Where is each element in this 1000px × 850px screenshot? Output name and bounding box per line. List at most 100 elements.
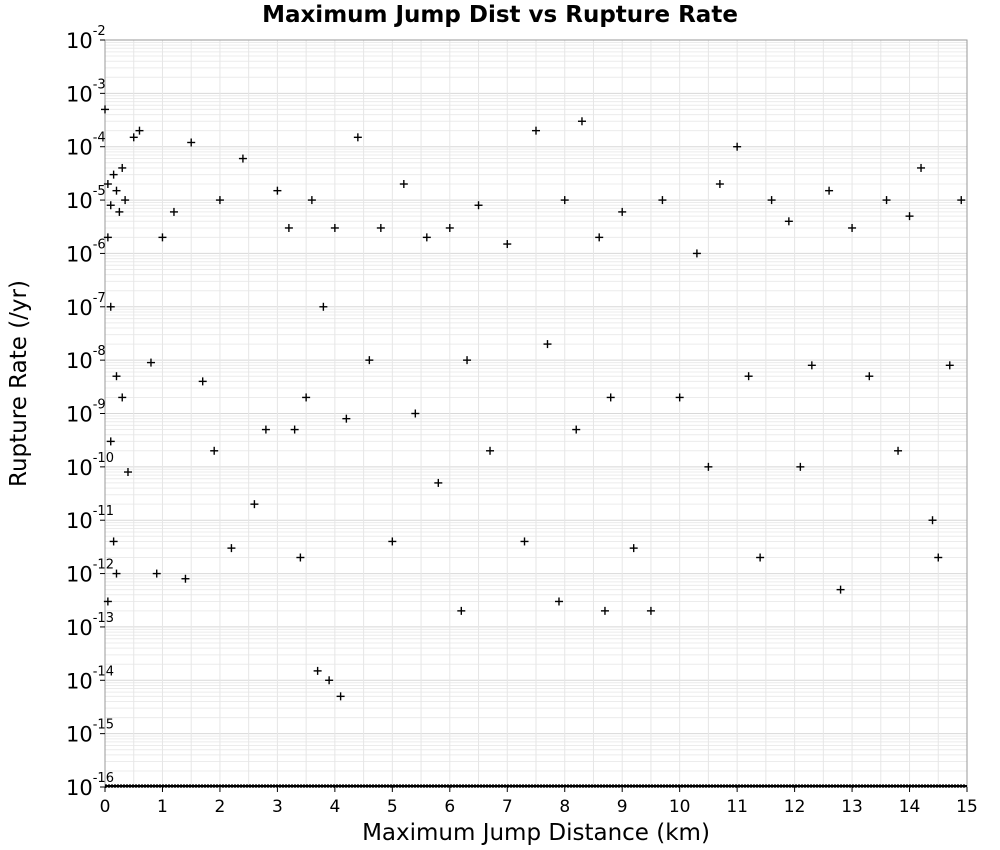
data-point	[445, 223, 454, 232]
data-point	[112, 372, 121, 381]
data-point	[905, 212, 914, 221]
data-point	[865, 372, 874, 381]
data-point	[227, 544, 236, 553]
data-point	[543, 340, 552, 349]
data-point	[882, 196, 891, 205]
data-point	[152, 569, 161, 578]
data-point	[796, 462, 805, 471]
data-point	[744, 372, 753, 381]
data-point	[503, 240, 512, 249]
data-point	[434, 478, 443, 487]
x-tick-label: 5	[387, 797, 398, 817]
data-point	[103, 180, 112, 189]
data-point	[848, 223, 857, 232]
data-point	[273, 186, 282, 195]
x-tick-label: 1	[157, 797, 168, 817]
x-tick-label: 11	[726, 797, 748, 817]
data-point	[572, 425, 581, 434]
data-point	[313, 666, 322, 675]
y-tick-label: 10-4	[66, 131, 106, 160]
y-tick-label: 10-2	[66, 24, 106, 53]
data-point	[945, 361, 954, 370]
data-point	[629, 544, 638, 553]
floor-points	[105, 784, 967, 788]
x-tick-label: 12	[784, 797, 806, 817]
data-point	[486, 446, 495, 455]
x-tick-label: 4	[329, 797, 340, 817]
data-point	[957, 196, 966, 205]
data-point	[715, 180, 724, 189]
data-point	[112, 186, 121, 195]
data-point	[284, 223, 293, 232]
y-tick-label: 10-15	[66, 718, 114, 747]
data-point	[106, 201, 115, 210]
x-tick-label: 9	[617, 797, 628, 817]
data-point	[336, 692, 345, 701]
y-tick-label: 10-14	[66, 664, 114, 693]
data-point	[422, 233, 431, 242]
x-tick-label: 10	[669, 797, 691, 817]
data-point	[365, 356, 374, 365]
data-point	[215, 196, 224, 205]
y-tick-label: 10-3	[66, 77, 106, 106]
data-point	[784, 217, 793, 226]
x-tick-label: 13	[841, 797, 863, 817]
y-tick-label: 10-11	[66, 504, 114, 533]
data-point	[457, 606, 466, 615]
data-point	[658, 196, 667, 205]
y-tick-label: 10-12	[66, 558, 114, 587]
data-point	[606, 393, 615, 402]
data-point	[807, 361, 816, 370]
y-axis-label: Rupture Rate (/yr)	[6, 280, 32, 487]
data-point	[250, 500, 259, 509]
x-tick-label: 15	[956, 797, 978, 817]
data-point	[836, 585, 845, 594]
data-point	[121, 196, 130, 205]
x-tick-label: 2	[215, 797, 226, 817]
data-point	[388, 537, 397, 546]
data-point	[302, 393, 311, 402]
data-point	[934, 553, 943, 562]
data-point	[319, 302, 328, 311]
data-point	[109, 537, 118, 546]
grid-lines	[104, 40, 968, 788]
data-point	[187, 138, 196, 147]
data-point	[376, 223, 385, 232]
data-point	[520, 537, 529, 546]
data-point	[106, 302, 115, 311]
y-axis-ticks: 10-16 10-15 10-14 10-13 10-12 10-11 10-10 10-9 1…	[66, 24, 114, 800]
data-point	[532, 126, 540, 135]
y-tick-label: 10-5	[66, 184, 106, 213]
y-tick-label: 10-8	[66, 344, 106, 373]
data-point	[135, 126, 144, 135]
data-point	[618, 207, 627, 216]
data-point	[118, 393, 127, 402]
y-tick-label: 10-13	[66, 611, 114, 640]
data-point	[894, 446, 903, 455]
data-point	[198, 377, 207, 386]
data-point	[112, 569, 121, 578]
data-point	[554, 597, 563, 606]
y-tick-label: 10-6	[66, 237, 106, 266]
x-tick-label: 3	[272, 797, 283, 817]
data-point	[101, 105, 109, 114]
data-point	[129, 133, 138, 142]
data-point	[675, 393, 684, 402]
y-tick-label: 10-10	[66, 451, 114, 480]
data-point	[474, 201, 483, 210]
x-tick-label: 6	[444, 797, 455, 817]
data-point	[399, 180, 408, 189]
x-tick-label: 8	[559, 797, 570, 817]
data-point	[146, 358, 155, 367]
x-tick-label: 0	[100, 797, 111, 817]
data-point	[109, 170, 118, 179]
data-point	[704, 462, 713, 471]
data-point	[600, 606, 609, 615]
data-point	[115, 207, 124, 216]
data-point	[307, 196, 316, 205]
data-point	[411, 409, 420, 418]
data-point	[692, 249, 701, 258]
data-point	[917, 163, 926, 172]
data-point	[103, 233, 112, 242]
